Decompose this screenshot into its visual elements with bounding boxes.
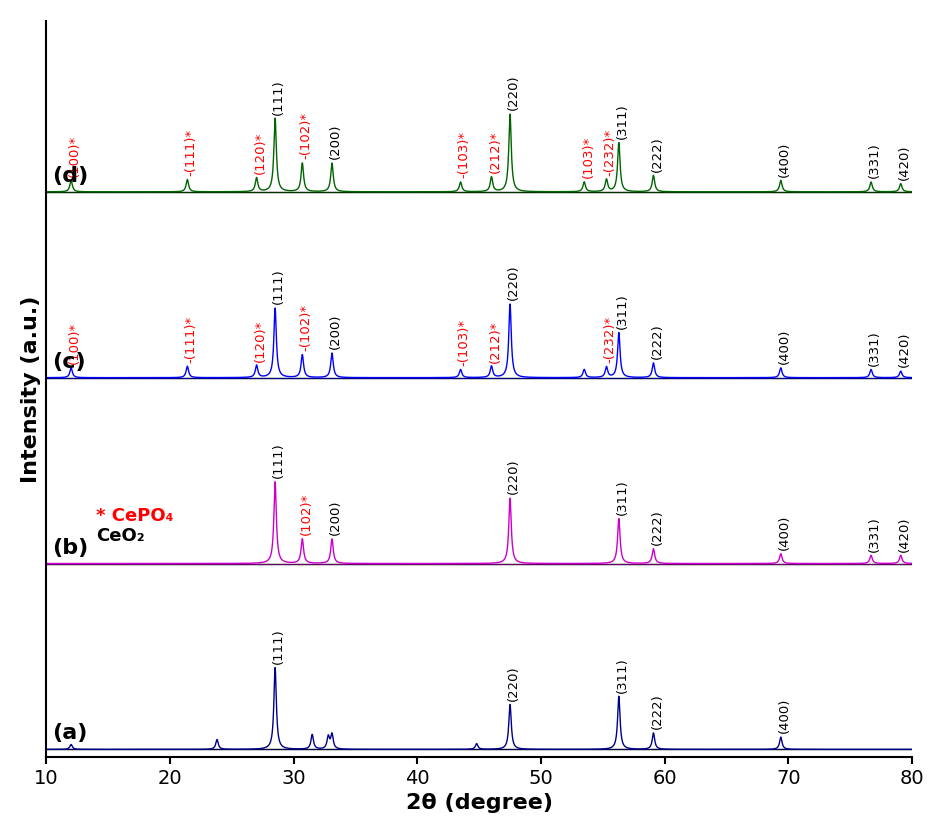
Text: (220): (220) — [507, 75, 520, 110]
Text: (311): (311) — [615, 294, 629, 329]
Text: (331): (331) — [868, 330, 881, 366]
Text: (400): (400) — [777, 141, 790, 177]
Text: (220): (220) — [507, 459, 520, 495]
Text: (c): (c) — [53, 352, 86, 372]
Text: (222): (222) — [650, 694, 663, 729]
Text: (311): (311) — [615, 103, 629, 139]
Text: (400): (400) — [777, 329, 790, 364]
Text: (400): (400) — [777, 698, 790, 733]
Text: -(103)*: -(103)* — [457, 131, 470, 178]
Text: (b): (b) — [53, 538, 89, 558]
Text: (400): (400) — [777, 515, 790, 550]
Text: (d): (d) — [53, 166, 89, 186]
Text: (111): (111) — [272, 442, 285, 478]
Text: (120)*: (120)* — [254, 132, 266, 174]
Text: (100)*: (100)* — [68, 322, 81, 364]
Text: (311): (311) — [615, 656, 629, 692]
X-axis label: 2θ (degree): 2θ (degree) — [405, 793, 552, 813]
Text: (311): (311) — [615, 479, 629, 515]
Text: -(102)*: -(102)* — [299, 304, 312, 351]
Text: (200): (200) — [329, 124, 342, 159]
Text: (111): (111) — [272, 269, 285, 304]
Text: (420): (420) — [897, 144, 910, 180]
Text: (200): (200) — [329, 314, 342, 349]
Text: (102)*: (102)* — [299, 493, 312, 535]
Text: (120)*: (120)* — [254, 319, 266, 362]
Text: (212)*: (212)* — [488, 131, 501, 173]
Text: -(232)*: -(232)* — [603, 316, 616, 364]
Text: (111): (111) — [272, 628, 285, 664]
Text: (212)*: (212)* — [488, 320, 501, 363]
Text: (331): (331) — [868, 516, 881, 551]
Text: (111): (111) — [272, 78, 285, 114]
Text: (a): (a) — [53, 723, 88, 743]
Text: (222): (222) — [650, 510, 663, 545]
Text: -(103)*: -(103)* — [457, 319, 470, 366]
Text: (103)*: (103)* — [581, 136, 594, 178]
Text: (420): (420) — [897, 332, 910, 368]
Text: (200): (200) — [329, 500, 342, 535]
Y-axis label: Intensity (a.u.): Intensity (a.u.) — [21, 295, 41, 483]
Text: CeO₂: CeO₂ — [95, 527, 144, 545]
Text: (331): (331) — [868, 143, 881, 178]
Text: (100)*: (100)* — [68, 134, 81, 177]
Text: -(111)*: -(111)* — [184, 315, 197, 363]
Text: (220): (220) — [507, 665, 520, 701]
Text: -(232)*: -(232)* — [603, 128, 616, 176]
Text: * CePO₄: * CePO₄ — [95, 507, 173, 525]
Text: (222): (222) — [650, 324, 663, 359]
Text: (220): (220) — [507, 264, 520, 300]
Text: (420): (420) — [897, 516, 910, 551]
Text: (222): (222) — [650, 136, 663, 172]
Text: -(111)*: -(111)* — [184, 128, 197, 176]
Text: -(102)*: -(102)* — [299, 113, 312, 159]
